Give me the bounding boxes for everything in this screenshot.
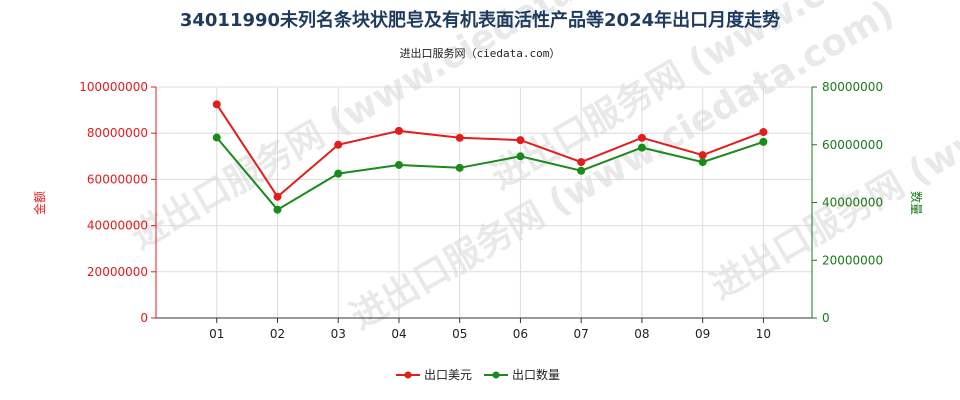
chart-title: 34011990未列名条块状肥皂及有机表面活性产品等2024年出口月度走势: [180, 9, 780, 31]
series-1-point[interactable]: [759, 137, 768, 146]
series-1-point[interactable]: [516, 152, 525, 161]
series-0-point[interactable]: [759, 128, 768, 137]
x-tick-label: 04: [391, 327, 406, 341]
legend-label-quantity: 出口数量: [512, 367, 560, 382]
right-tick-label: 20000000: [822, 253, 883, 267]
left-tick-label: 80000000: [87, 126, 148, 140]
left-tick-label: 40000000: [87, 219, 148, 233]
left-tick-label: 0: [140, 311, 148, 325]
x-tick-label: 02: [270, 327, 285, 341]
x-tick-label: 03: [331, 327, 346, 341]
series-line-1: [215, 136, 764, 211]
legend-item-usd[interactable]: 出口美元: [396, 368, 472, 382]
legend-item-quantity[interactable]: 出口数量: [484, 367, 560, 382]
right-tick-label: 60000000: [822, 138, 883, 152]
series-0-point[interactable]: [698, 151, 707, 160]
legend: 出口美元 出口数量: [396, 367, 560, 382]
right-axis-ticks: 0 20000000 40000000 60000000 80000000: [812, 80, 883, 325]
left-tick-label: 20000000: [87, 265, 148, 279]
x-axis-ticks: 01 02 03 04 05 06 07 08 09 10: [209, 318, 771, 341]
right-tick-label: 80000000: [822, 80, 883, 94]
legend-label-usd: 出口美元: [424, 368, 472, 382]
x-tick-label: 10: [756, 327, 771, 341]
series-0-point[interactable]: [577, 158, 586, 167]
series-1-point[interactable]: [637, 143, 646, 152]
series-1-point[interactable]: [577, 166, 586, 175]
x-tick-label: 09: [695, 327, 710, 341]
left-tick-label: 60000000: [87, 172, 148, 186]
series-0-point[interactable]: [212, 100, 221, 109]
series-line-0: [215, 103, 764, 199]
series-0-point[interactable]: [334, 140, 343, 149]
x-tick-label: 01: [209, 327, 224, 341]
series-0-point[interactable]: [455, 133, 464, 142]
series-1-point[interactable]: [273, 205, 282, 214]
series-1-point[interactable]: [455, 163, 464, 172]
left-tick-label: 100000000: [79, 80, 148, 94]
x-tick-label: 08: [634, 327, 649, 341]
x-tick-label: 07: [574, 327, 589, 341]
left-axis-label: 金额: [32, 191, 47, 215]
series-0-point[interactable]: [394, 126, 403, 135]
chart-subtitle: 进出口服务网（ciedata.com）: [400, 46, 561, 60]
right-tick-label: 40000000: [822, 196, 883, 210]
series-0-point[interactable]: [516, 136, 525, 145]
right-tick-label: 0: [822, 311, 830, 325]
series-0-point[interactable]: [637, 133, 646, 142]
left-axis-ticks: 0 20000000 40000000 60000000 80000000 1000000…: [79, 80, 156, 325]
x-tick-label: 06: [513, 327, 528, 341]
series-0-point[interactable]: [273, 192, 282, 201]
series-1-point[interactable]: [212, 133, 221, 142]
x-tick-label: 05: [452, 327, 467, 341]
series-1-point[interactable]: [698, 158, 707, 167]
series-1-point[interactable]: [394, 160, 403, 169]
series-1-point[interactable]: [334, 169, 343, 178]
right-axis-label: 数量: [909, 191, 924, 215]
series-layer: [212, 100, 768, 214]
